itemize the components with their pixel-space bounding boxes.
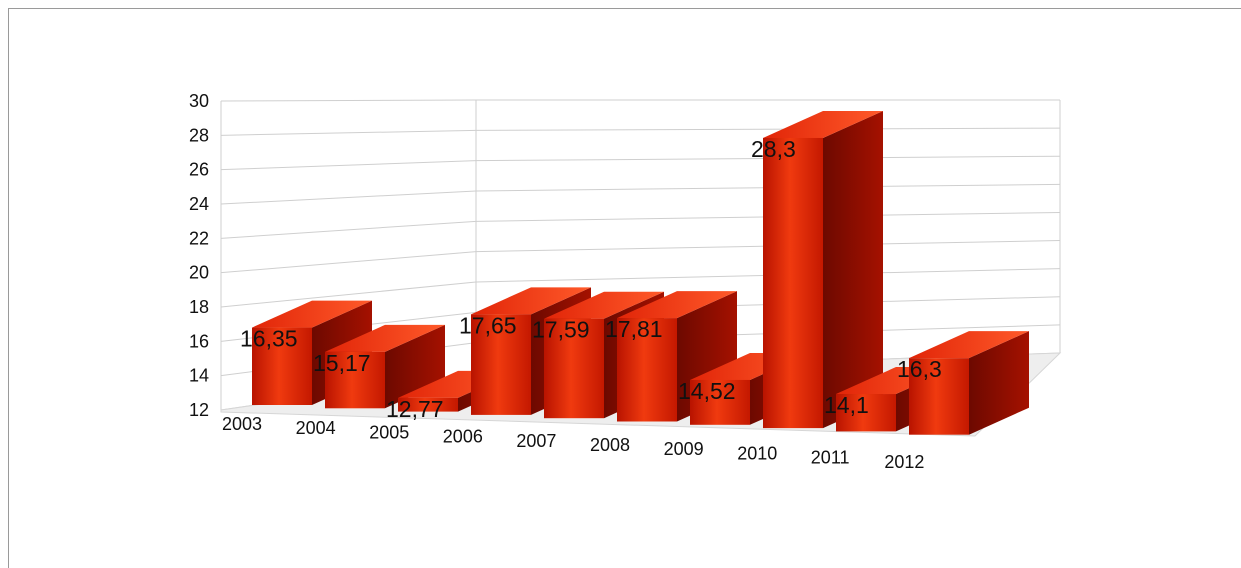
- gridline-left: [220, 160, 477, 171]
- bar-top: [544, 291, 664, 319]
- x-tick-label: 2007: [516, 431, 556, 451]
- bar-front: [909, 358, 969, 435]
- bar-front: [690, 379, 750, 425]
- bars-layer: [252, 110, 1029, 435]
- bar-top: [471, 287, 591, 315]
- x-tick-label: 2012: [884, 452, 924, 472]
- y-tick-label: 24: [189, 194, 209, 214]
- y-tick-label: 26: [189, 160, 209, 180]
- gridline-back: [475, 127, 1061, 131]
- data-label: 14,52: [678, 378, 736, 404]
- gridline-left: [220, 129, 477, 136]
- data-label: 16,35: [240, 326, 298, 352]
- bar-front: [763, 137, 823, 429]
- data-label: 17,59: [532, 317, 590, 343]
- y-tick-label: 14: [189, 366, 209, 386]
- bar-front: [471, 314, 531, 415]
- bar-top: [325, 324, 445, 352]
- data-label: 28,3: [751, 136, 796, 162]
- y-tick-label: 12: [189, 400, 209, 420]
- bar-top: [909, 331, 1029, 359]
- gridline-left: [220, 220, 477, 239]
- y-tick-label: 28: [189, 125, 209, 145]
- bar-side: [969, 331, 1029, 435]
- gridline-left: [220, 251, 477, 274]
- y-axis-ticks: 12 14 16 18 20 22 24 26 28 30: [189, 91, 209, 420]
- bar-front: [617, 318, 677, 422]
- data-labels: 16,35 15,17 12,77 17,65 17,59 17,81 14,52 28,3 1…: [240, 136, 942, 422]
- bar-top: [763, 110, 883, 138]
- x-tick-label: 2011: [811, 448, 850, 468]
- bar-side: [823, 110, 883, 429]
- bar-front: [836, 394, 896, 432]
- gridline-left: [220, 190, 477, 205]
- bar-front: [252, 327, 312, 405]
- y-tick-label: 18: [189, 297, 209, 317]
- bar-front: [325, 351, 385, 409]
- x-tick-label: 2004: [296, 418, 336, 438]
- bar-front: [544, 318, 604, 419]
- x-axis-ticks: 2003 2004 2005 2006 2007 2008 2009 2010 2011 2012: [222, 414, 924, 472]
- x-tick-label: 2005: [369, 422, 409, 442]
- y-tick-label: 16: [189, 331, 209, 351]
- x-tick-label: 2008: [590, 435, 630, 455]
- chart-frame: [8, 8, 1241, 568]
- data-label: 12,77: [386, 396, 444, 422]
- data-label: 17,81: [605, 316, 663, 342]
- bar-top: [252, 300, 372, 328]
- x-tick-label: 2006: [443, 427, 483, 447]
- y-tick-label: 30: [189, 91, 209, 111]
- gridline-left: [220, 281, 477, 308]
- bar-top: [617, 291, 737, 319]
- gridline-left: [220, 99, 477, 102]
- x-tick-label: 2009: [664, 439, 704, 459]
- data-label: 17,65: [459, 312, 517, 338]
- bar-front: [398, 397, 458, 412]
- data-label: 16,3: [897, 356, 942, 382]
- x-tick-label: 2003: [222, 414, 262, 434]
- data-label: 14,1: [824, 392, 869, 418]
- x-tick-label: 2010: [737, 443, 777, 463]
- data-label: 15,17: [313, 350, 371, 376]
- y-tick-label: 22: [189, 228, 209, 248]
- y-tick-label: 20: [189, 263, 209, 283]
